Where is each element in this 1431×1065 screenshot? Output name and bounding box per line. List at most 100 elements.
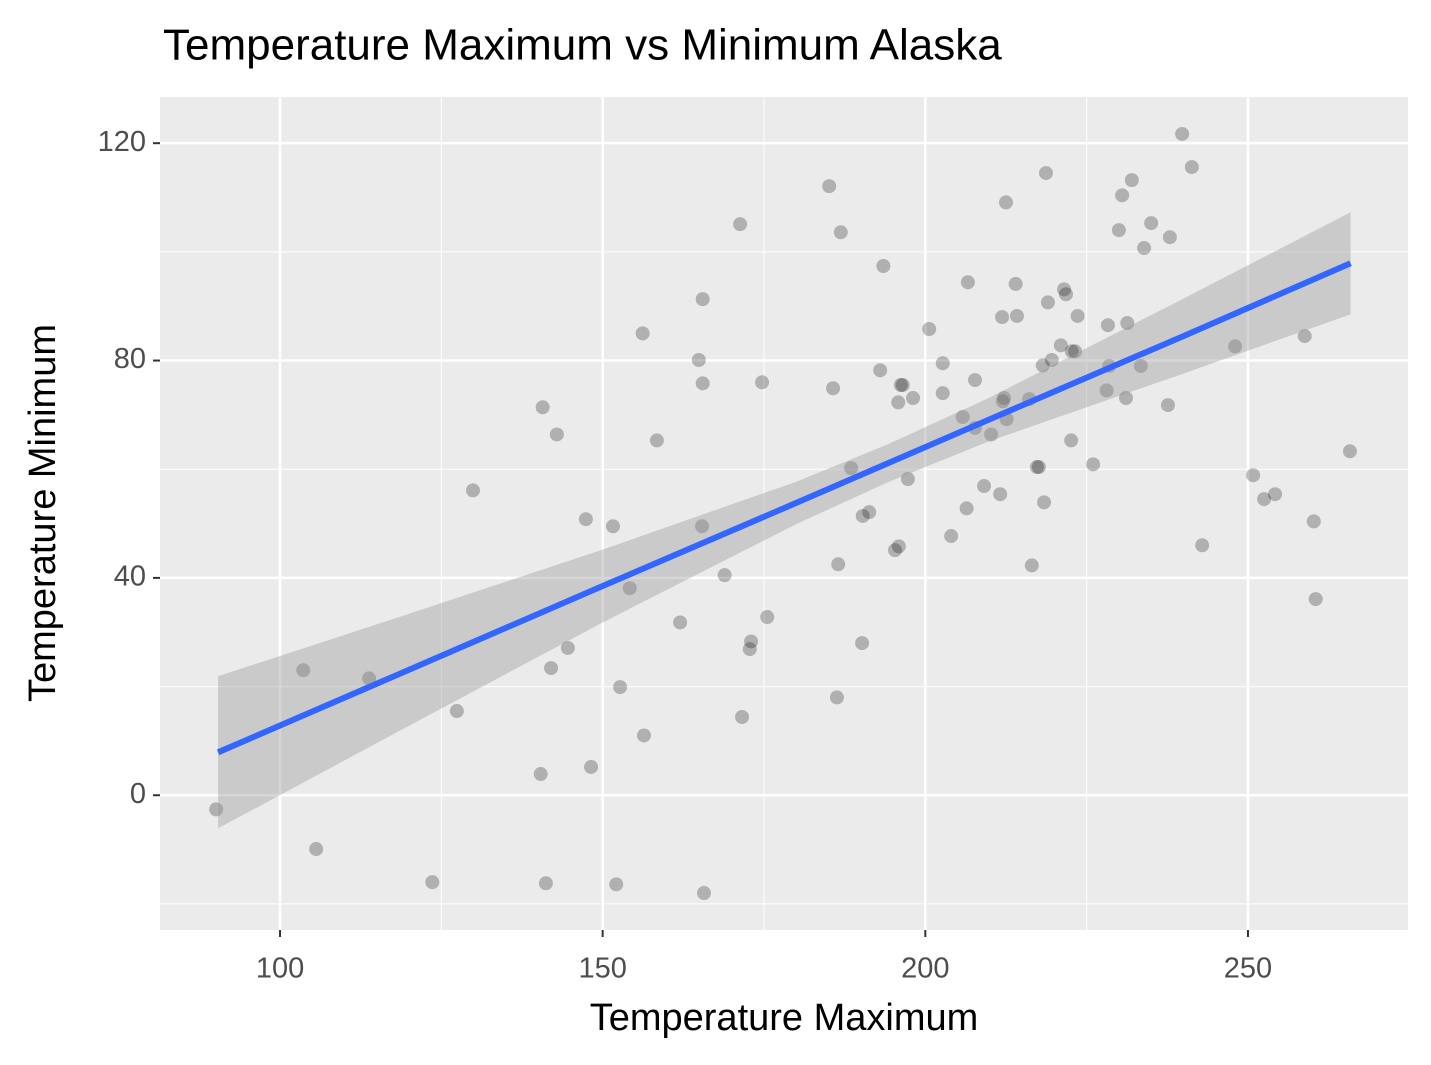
point bbox=[997, 391, 1012, 406]
point bbox=[760, 610, 775, 625]
point bbox=[891, 395, 906, 410]
point bbox=[1035, 358, 1050, 373]
point bbox=[695, 519, 710, 534]
point bbox=[1160, 398, 1175, 413]
point bbox=[968, 373, 983, 388]
panel bbox=[160, 97, 1408, 930]
point bbox=[944, 529, 959, 544]
point bbox=[1064, 344, 1079, 359]
point bbox=[935, 356, 950, 371]
point bbox=[1268, 487, 1283, 502]
point bbox=[1070, 308, 1085, 323]
point bbox=[831, 557, 846, 572]
point bbox=[1342, 444, 1357, 459]
point bbox=[1008, 276, 1023, 291]
point bbox=[1124, 173, 1139, 188]
chart-title: Temperature Maximum vs Minimum Alaska bbox=[163, 21, 1002, 70]
point bbox=[717, 568, 732, 583]
point bbox=[209, 802, 224, 817]
x-tick-label: 150 bbox=[578, 953, 626, 985]
y-tick-label: 120 bbox=[98, 126, 146, 158]
point bbox=[833, 225, 848, 240]
point bbox=[1137, 241, 1152, 256]
point bbox=[1009, 308, 1024, 323]
point bbox=[1058, 287, 1073, 302]
point bbox=[895, 377, 910, 392]
x-tick-label: 200 bbox=[901, 953, 949, 985]
confidence-band bbox=[218, 212, 1351, 829]
point bbox=[977, 479, 992, 494]
y-tick-label: 0 bbox=[130, 778, 146, 810]
point bbox=[1053, 338, 1068, 353]
point bbox=[873, 363, 888, 378]
point bbox=[733, 217, 748, 232]
point bbox=[560, 640, 575, 655]
point bbox=[1306, 514, 1321, 529]
y-tick-label: 80 bbox=[114, 343, 146, 375]
point bbox=[1040, 295, 1055, 310]
point bbox=[296, 663, 311, 678]
plot-layer bbox=[160, 97, 1408, 930]
point bbox=[1162, 230, 1177, 245]
point bbox=[549, 427, 564, 442]
point bbox=[935, 386, 950, 401]
point bbox=[533, 767, 548, 782]
point bbox=[362, 671, 377, 686]
point bbox=[1228, 339, 1243, 354]
point bbox=[735, 709, 750, 724]
point bbox=[1024, 558, 1039, 573]
point bbox=[613, 680, 628, 695]
point bbox=[1044, 352, 1059, 367]
point bbox=[1068, 344, 1083, 359]
point bbox=[1133, 358, 1148, 373]
point bbox=[578, 512, 593, 527]
point bbox=[1100, 318, 1115, 333]
point bbox=[995, 394, 1010, 409]
point bbox=[822, 179, 837, 194]
point bbox=[998, 195, 1013, 210]
point bbox=[862, 505, 877, 520]
point bbox=[1297, 329, 1312, 344]
point bbox=[636, 728, 651, 743]
point bbox=[635, 326, 650, 341]
point bbox=[695, 292, 710, 307]
point bbox=[855, 508, 870, 523]
point bbox=[855, 636, 870, 651]
point bbox=[876, 258, 891, 273]
point bbox=[1308, 592, 1323, 607]
y-tick-label: 40 bbox=[114, 561, 146, 593]
point bbox=[1119, 391, 1134, 406]
point bbox=[1246, 468, 1261, 483]
point bbox=[605, 519, 620, 534]
point bbox=[673, 615, 688, 630]
point bbox=[1257, 492, 1272, 507]
point bbox=[955, 410, 970, 425]
x-tick-label: 250 bbox=[1224, 953, 1272, 985]
point bbox=[538, 876, 553, 891]
point bbox=[829, 690, 844, 705]
y-axis-label: Temperature Minimum bbox=[22, 324, 64, 702]
point bbox=[891, 539, 906, 554]
point bbox=[906, 391, 921, 406]
point bbox=[1037, 495, 1052, 510]
point bbox=[995, 310, 1010, 325]
point bbox=[1099, 383, 1114, 398]
point bbox=[959, 501, 974, 516]
point bbox=[1031, 460, 1046, 475]
point bbox=[742, 642, 757, 657]
point bbox=[1184, 160, 1199, 175]
point bbox=[1064, 433, 1079, 448]
point bbox=[755, 375, 770, 390]
point bbox=[609, 877, 624, 892]
point bbox=[1115, 188, 1130, 203]
point bbox=[887, 543, 902, 558]
point bbox=[744, 634, 759, 649]
point bbox=[695, 376, 710, 391]
point bbox=[1111, 223, 1126, 238]
point bbox=[900, 471, 915, 486]
x-axis-label: Temperature Maximum bbox=[590, 997, 979, 1039]
point bbox=[309, 842, 324, 857]
point bbox=[649, 433, 664, 448]
point bbox=[826, 381, 841, 396]
point bbox=[993, 487, 1008, 502]
